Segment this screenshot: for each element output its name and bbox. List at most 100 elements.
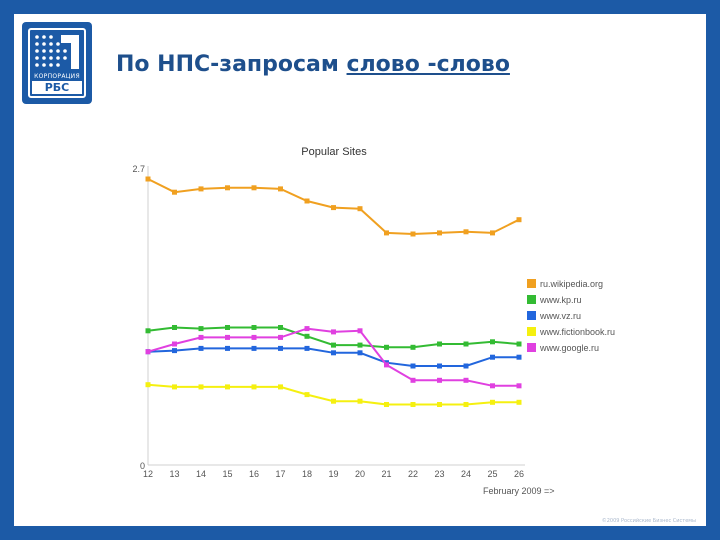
data-point xyxy=(410,344,416,350)
data-point xyxy=(172,325,177,330)
data-point xyxy=(463,402,469,407)
data-point xyxy=(384,344,389,350)
data-point xyxy=(331,329,336,335)
x-tick-label: 25 xyxy=(487,469,497,479)
legend-swatch xyxy=(527,295,536,304)
data-point xyxy=(172,348,177,354)
data-point xyxy=(410,377,416,383)
data-point xyxy=(490,383,495,389)
series-line xyxy=(147,327,519,387)
data-point xyxy=(278,325,283,330)
data-point xyxy=(198,384,204,390)
data-point xyxy=(278,334,283,340)
data-point xyxy=(357,328,363,334)
data-point xyxy=(225,325,230,330)
slide: КОРПОРАЦИЯ РБС По НПС-запросам слово -сл… xyxy=(14,14,706,526)
data-point xyxy=(304,326,310,332)
data-point xyxy=(145,176,151,182)
footer-copyright: ©2009 Российские Бизнес Системы xyxy=(601,518,696,524)
x-tick-label: 22 xyxy=(408,469,418,479)
data-point xyxy=(278,345,283,351)
x-axis-label: February 2009 => xyxy=(483,486,555,496)
x-tick-label: 20 xyxy=(355,469,365,479)
data-point xyxy=(437,363,442,369)
data-point xyxy=(172,189,177,195)
data-point xyxy=(384,402,389,407)
legend-swatch xyxy=(527,327,536,336)
legend-label: www.fictionbook.ru xyxy=(539,327,615,337)
data-point xyxy=(463,363,469,369)
data-point xyxy=(331,342,336,348)
x-tick-label: 14 xyxy=(196,469,206,479)
x-tick-label: 16 xyxy=(249,469,259,479)
data-point xyxy=(278,186,283,192)
legend-swatch xyxy=(527,279,536,288)
logo-dots-icon xyxy=(35,35,79,69)
data-point xyxy=(490,339,495,345)
legend-swatch xyxy=(527,343,536,352)
data-point xyxy=(172,384,177,390)
x-tick-label: 26 xyxy=(514,469,524,479)
y-tick-label: 2.7 xyxy=(132,164,145,174)
y-tick-label: 0 xyxy=(140,461,145,471)
data-point xyxy=(304,333,310,339)
data-point xyxy=(251,384,257,390)
chart-axes: 0 2.7 12 13 14 15 16 17 18 19 20 21 22 23 24 25 26 xyxy=(132,164,525,479)
data-point xyxy=(516,217,522,223)
data-point xyxy=(437,341,442,347)
data-point xyxy=(304,392,310,398)
popular-sites-chart: Popular Sites 0 2.7 12 13 14 15 16 17 18 19 20 21 22… xyxy=(132,146,615,496)
data-point xyxy=(516,399,522,405)
data-point xyxy=(304,198,310,204)
data-point xyxy=(331,398,336,404)
data-point xyxy=(463,377,469,383)
data-point xyxy=(437,377,442,383)
legend-label: www.kp.ru xyxy=(539,295,582,305)
data-point xyxy=(357,206,363,212)
data-point xyxy=(251,325,257,330)
legend-label: www.google.ru xyxy=(539,343,599,353)
x-tick-label: 23 xyxy=(434,469,444,479)
data-point xyxy=(437,230,442,236)
data-point xyxy=(516,383,522,389)
data-point xyxy=(145,328,151,334)
data-point xyxy=(384,230,389,236)
chart-series xyxy=(145,176,522,407)
slide-title-underlined: слово -слово xyxy=(346,52,510,77)
data-point xyxy=(251,334,257,340)
data-point xyxy=(331,205,336,211)
data-point xyxy=(516,341,522,347)
data-point xyxy=(278,384,283,390)
x-tick-label: 12 xyxy=(143,469,153,479)
x-tick-label: 24 xyxy=(461,469,471,479)
data-point xyxy=(225,334,230,340)
slide-title-prefix: По НПС-запросам xyxy=(116,52,339,77)
slide-title: По НПС-запросам слово -слово xyxy=(116,52,510,77)
data-point xyxy=(251,345,257,351)
data-point xyxy=(357,350,363,356)
data-point xyxy=(410,231,416,237)
data-point xyxy=(251,185,257,191)
x-tick-label: 19 xyxy=(328,469,338,479)
data-point xyxy=(490,230,495,236)
chart-legend: ru.wikipedia.org www.kp.ru www.vz.ru www.fi… xyxy=(527,279,615,353)
data-point xyxy=(198,334,204,340)
legend-swatch xyxy=(527,311,536,320)
x-tick-label: 15 xyxy=(222,469,232,479)
data-point xyxy=(304,345,310,351)
data-point xyxy=(225,345,230,351)
data-point xyxy=(463,229,469,235)
data-point xyxy=(437,402,442,407)
logo-brand: РБС xyxy=(32,81,82,94)
data-point xyxy=(225,185,230,191)
data-point xyxy=(516,354,522,360)
data-point xyxy=(357,398,363,404)
x-tick-label: 18 xyxy=(302,469,312,479)
data-point xyxy=(384,362,389,368)
x-tick-label: 21 xyxy=(381,469,391,479)
data-point xyxy=(172,341,177,347)
company-logo: КОРПОРАЦИЯ РБС xyxy=(22,22,92,104)
data-point xyxy=(410,363,416,369)
legend-label: ru.wikipedia.org xyxy=(540,279,603,289)
logo-subtitle: КОРПОРАЦИЯ xyxy=(34,73,80,80)
